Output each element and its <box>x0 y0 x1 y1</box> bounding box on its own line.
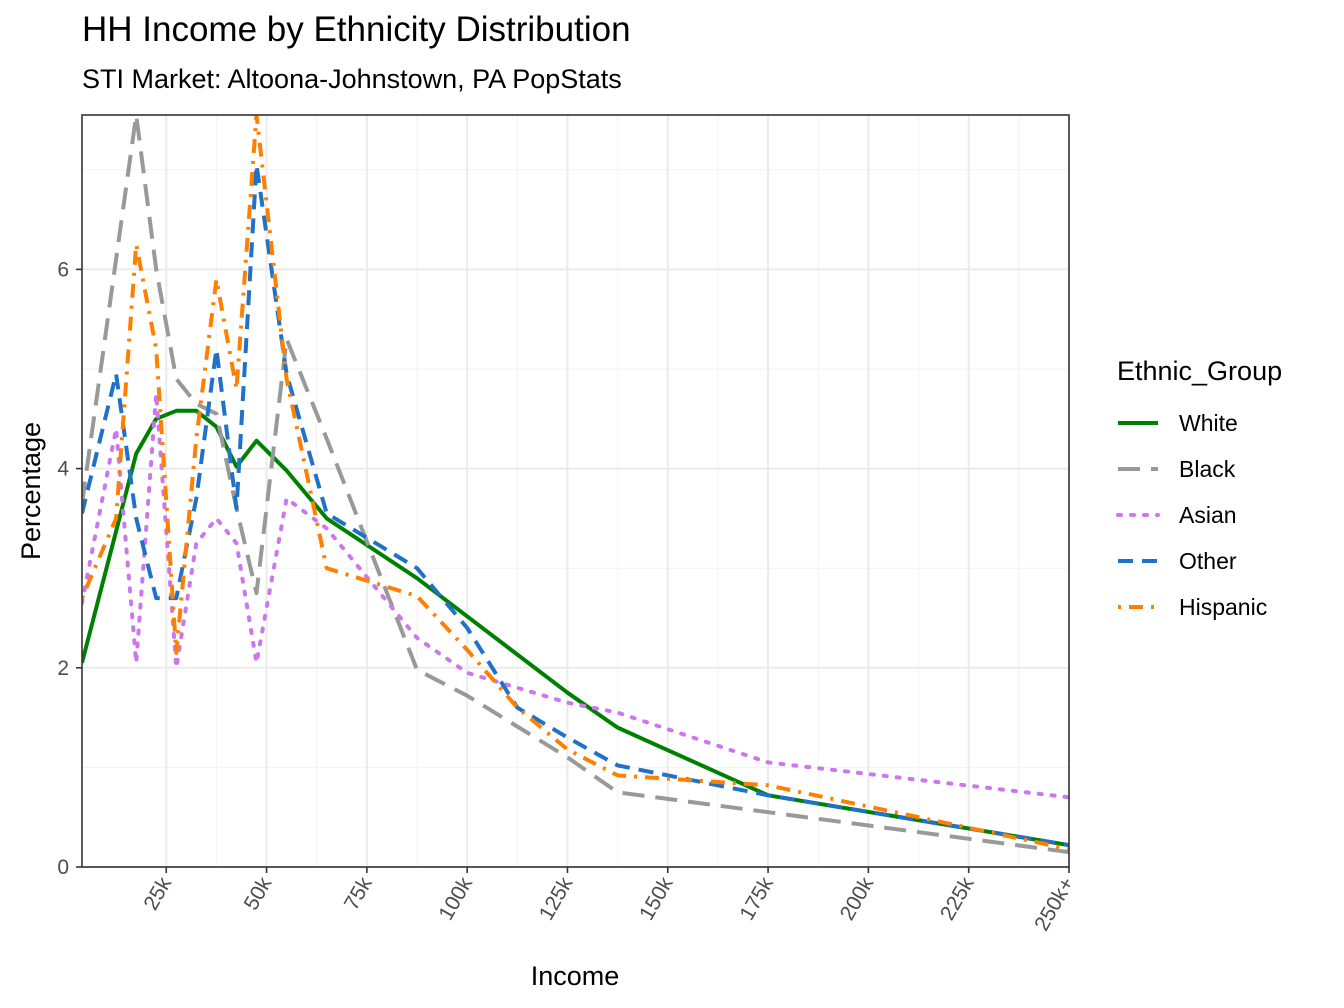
legend-label-black: Black <box>1179 456 1236 482</box>
series-line-hispanic <box>82 115 1069 852</box>
x-axis: 25k 50k 75k 100k 125k 150k 175k 200k 225k 250k+ <box>139 867 1079 935</box>
legend-label-asian: Asian <box>1179 502 1237 528</box>
legend-label-white: White <box>1179 410 1238 436</box>
x-tick-label: 200k <box>836 873 879 924</box>
x-tick-label: 75k <box>340 873 377 914</box>
legend-title: Ethnic_Group <box>1117 356 1282 386</box>
x-tick-label: 225k <box>936 873 979 924</box>
series-lines <box>82 115 1069 855</box>
series-line-black <box>82 115 1069 855</box>
legend: Ethnic_Group White Black Asian Other Hispani… <box>1116 356 1282 620</box>
y-tick-label: 4 <box>57 458 69 481</box>
y-axis: 0 2 4 6 <box>57 258 82 879</box>
series-line-asian <box>82 391 1069 800</box>
x-tick-label: 50k <box>240 873 277 914</box>
x-axis-title: Income <box>531 961 620 991</box>
x-tick-label: 250k+ <box>1030 873 1079 935</box>
x-tick-label: 150k <box>635 873 678 924</box>
legend-label-other: Other <box>1179 548 1237 574</box>
y-tick-label: 0 <box>57 856 69 879</box>
chart-subtitle: STI Market: Altoona-Johnstown, PA PopSta… <box>82 64 622 94</box>
series-line-other <box>82 162 1069 848</box>
plot-panel-border <box>81 114 1070 868</box>
x-tick-label: 25k <box>139 873 176 914</box>
y-tick-label: 2 <box>57 657 69 680</box>
series-line-white <box>82 408 1069 848</box>
y-tick-label: 6 <box>57 258 69 281</box>
legend-label-hispanic: Hispanic <box>1179 594 1267 620</box>
x-tick-label: 175k <box>735 873 778 924</box>
y-axis-title: Percentage <box>16 422 46 560</box>
x-tick-label: 125k <box>535 873 578 924</box>
chart-title: HH Income by Ethnicity Distribution <box>82 10 631 49</box>
x-tick-label: 100k <box>434 873 477 924</box>
